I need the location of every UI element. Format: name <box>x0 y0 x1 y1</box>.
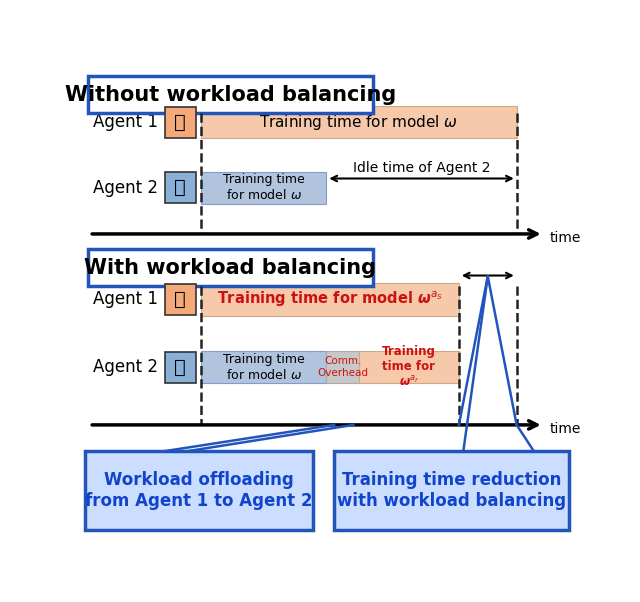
FancyBboxPatch shape <box>334 451 569 530</box>
Bar <box>201 283 459 315</box>
Text: 🧠: 🧠 <box>174 358 186 377</box>
Text: 🧠: 🧠 <box>174 290 186 309</box>
Text: Training time
for model $\omega$: Training time for model $\omega$ <box>223 353 305 382</box>
Text: Training
time for
$\boldsymbol{\omega}^{a_f}$: Training time for $\boldsymbol{\omega}^{… <box>382 345 436 389</box>
Text: Agent 2: Agent 2 <box>93 358 158 376</box>
Bar <box>201 106 516 138</box>
Text: Training time for model $\omega$: Training time for model $\omega$ <box>259 113 458 132</box>
Text: Comm.
Overhead: Comm. Overhead <box>317 356 368 378</box>
Text: With workload balancing: With workload balancing <box>84 258 376 278</box>
Text: Training time for model $\boldsymbol{\omega}^{a_S}$: Training time for model $\boldsymbol{\om… <box>217 290 443 309</box>
FancyBboxPatch shape <box>88 249 372 287</box>
Bar <box>201 351 326 383</box>
FancyBboxPatch shape <box>86 451 312 530</box>
Text: Agent 1: Agent 1 <box>93 113 158 131</box>
Text: 🧠: 🧠 <box>174 113 186 132</box>
Text: time: time <box>550 422 581 436</box>
Text: 🧠: 🧠 <box>174 178 186 197</box>
Bar <box>359 351 459 383</box>
FancyBboxPatch shape <box>88 76 372 113</box>
Bar <box>326 351 359 383</box>
Bar <box>164 172 196 203</box>
Text: time: time <box>550 231 581 245</box>
Bar <box>164 107 196 138</box>
Text: Without workload balancing: Without workload balancing <box>65 84 396 105</box>
Text: Agent 2: Agent 2 <box>93 179 158 197</box>
Text: Training time
for model $\omega$: Training time for model $\omega$ <box>223 173 305 202</box>
Text: Idle time of Agent 2: Idle time of Agent 2 <box>353 161 490 175</box>
Bar <box>201 172 326 204</box>
Text: Workload offloading
from Agent 1 to Agent 2: Workload offloading from Agent 1 to Agen… <box>85 471 313 510</box>
Text: Training time reduction
with workload balancing: Training time reduction with workload ba… <box>337 471 566 510</box>
Text: Agent 1: Agent 1 <box>93 290 158 308</box>
Bar <box>164 352 196 382</box>
Bar <box>164 284 196 315</box>
